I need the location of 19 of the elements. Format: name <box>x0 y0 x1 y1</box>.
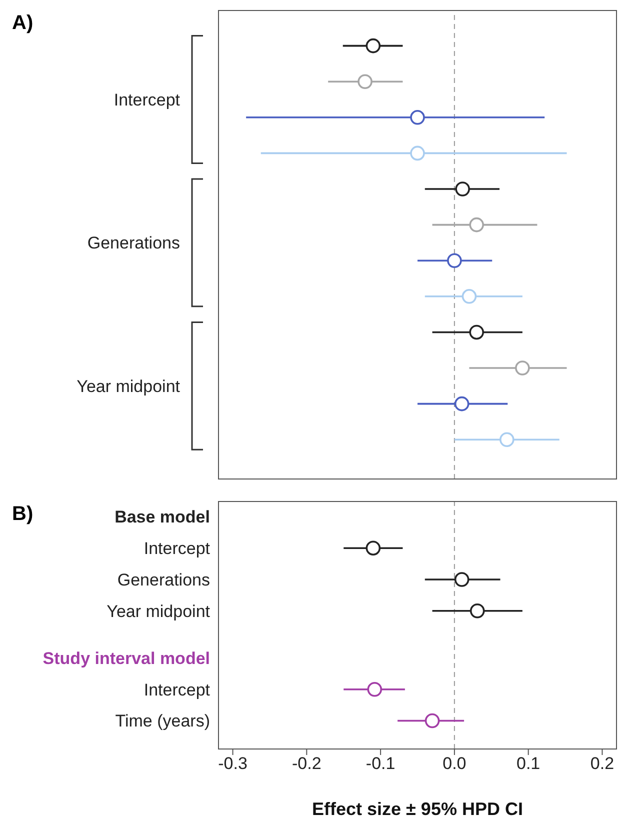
text: B) <box>12 503 34 526</box>
x-tick-label: -0.2 <box>292 754 322 774</box>
x-axis-title: Effect size ± 95% HPD CI <box>312 799 523 819</box>
text: Base model <box>114 508 210 527</box>
y-tick-label: Generations <box>87 234 180 253</box>
y-tick-label: Time (years) <box>115 712 210 731</box>
y-tick-label: Generations <box>117 570 210 590</box>
x-tick-label: 0.0 <box>442 754 466 774</box>
text: Study interval model <box>42 648 210 668</box>
x-tick-label: -0.1 <box>366 754 396 774</box>
x-tick-label: 0.2 <box>590 754 614 774</box>
y-tick-label: Intercept <box>144 680 210 700</box>
y-tick-label: Year midpoint <box>106 602 210 621</box>
text: A) <box>12 12 34 35</box>
x-tick-label: -0.3 <box>218 754 248 774</box>
y-tick-label: Intercept <box>144 539 210 558</box>
y-tick-label: Year midpoint <box>76 376 180 396</box>
y-tick-label: Intercept <box>114 90 180 110</box>
x-tick-label: 0.1 <box>516 754 540 774</box>
